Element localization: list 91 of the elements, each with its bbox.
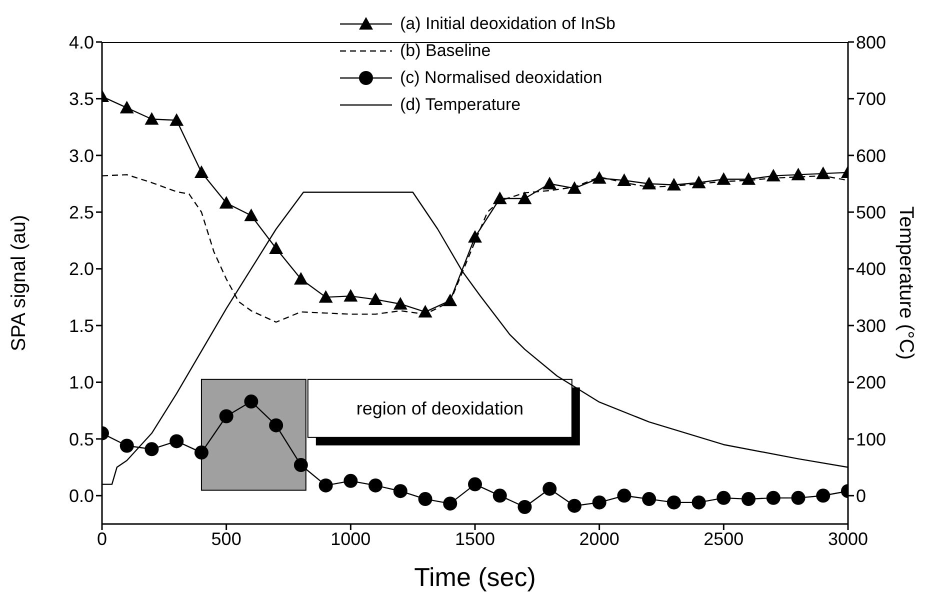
point — [120, 438, 134, 453]
y-tick-label: 3.0 — [68, 146, 94, 166]
point — [170, 113, 184, 126]
point — [666, 495, 681, 510]
point — [742, 172, 756, 185]
y-tick-label: 2.5 — [68, 202, 94, 223]
point — [443, 496, 458, 511]
y2-tick-label: 800 — [856, 32, 886, 52]
point — [443, 294, 458, 306]
point — [244, 394, 258, 409]
point — [492, 488, 507, 503]
y2-tick-label: 500 — [856, 202, 886, 223]
point — [368, 292, 383, 306]
point — [567, 181, 582, 194]
y-axis-title: SPA signal (au) — [8, 214, 30, 352]
point — [692, 176, 706, 188]
point — [766, 490, 780, 505]
point — [368, 478, 383, 492]
point — [791, 168, 806, 180]
point — [294, 272, 308, 285]
point — [742, 492, 756, 506]
legend-label: (a) Initial deoxidation of InSb — [400, 14, 616, 34]
point — [144, 442, 159, 456]
point — [617, 488, 632, 503]
point — [219, 409, 234, 424]
point — [144, 112, 159, 125]
point — [294, 458, 308, 472]
y-tick-label: 0.5 — [68, 429, 94, 450]
point — [393, 484, 408, 498]
point — [194, 446, 208, 460]
point — [542, 176, 557, 190]
point — [518, 500, 532, 514]
y-tick-label: 3.5 — [68, 89, 94, 110]
point — [194, 165, 208, 178]
legend-label: (d) Temperature — [400, 94, 521, 114]
point — [170, 434, 184, 448]
point — [468, 477, 482, 492]
y2-axis-title: Temperature (°C) — [895, 206, 917, 360]
point — [219, 196, 234, 209]
y-tick-label: 0.0 — [68, 486, 94, 506]
point — [418, 304, 432, 318]
point — [816, 488, 830, 503]
point — [120, 100, 134, 114]
point — [318, 290, 333, 303]
point — [766, 168, 780, 182]
y2-tick-label: 100 — [856, 429, 886, 450]
point — [393, 296, 408, 310]
y2-tick-label: 300 — [856, 316, 886, 336]
x-tick-label: 1000 — [330, 528, 371, 549]
point — [716, 490, 731, 505]
point — [816, 166, 830, 180]
point — [692, 495, 706, 510]
legend-label: (b) Baseline — [400, 40, 491, 60]
point — [642, 176, 656, 190]
y2-tick-label: 400 — [856, 259, 886, 280]
point — [244, 208, 258, 222]
legend-label: (c) Normalised deoxidation — [400, 68, 602, 88]
y-tick-label: 1.5 — [68, 316, 94, 336]
point — [567, 498, 582, 513]
point — [344, 289, 358, 302]
point — [592, 495, 606, 510]
x-tick-label: 1500 — [454, 528, 496, 549]
y2-tick-label: 600 — [856, 146, 886, 166]
point — [344, 474, 358, 488]
y2-tick-label: 700 — [856, 89, 886, 110]
y-tick-label: 4.0 — [68, 32, 94, 52]
y2-tick-label: 0 — [856, 486, 866, 506]
point — [518, 192, 532, 204]
band-label: region of deoxidation — [356, 398, 524, 418]
point — [418, 492, 432, 506]
point — [492, 192, 507, 204]
x-axis-title: Time (sec) — [414, 562, 536, 592]
x-tick-label: 500 — [211, 528, 242, 549]
point — [666, 178, 681, 190]
point — [716, 172, 731, 185]
point — [642, 492, 656, 506]
y2-tick-label: 200 — [856, 372, 886, 393]
x-tick-label: 3000 — [828, 528, 868, 549]
x-tick-label: 0 — [96, 528, 108, 549]
y-tick-label: 1.0 — [68, 372, 94, 393]
point — [318, 478, 333, 492]
point — [791, 490, 806, 505]
point — [468, 230, 482, 243]
point — [617, 173, 632, 186]
point — [592, 171, 606, 184]
point — [269, 241, 284, 254]
y-tick-label: 2.0 — [68, 259, 94, 280]
x-tick-label: 2000 — [579, 528, 620, 549]
point — [269, 418, 284, 432]
point — [542, 482, 557, 496]
x-tick-label: 2500 — [704, 528, 744, 549]
